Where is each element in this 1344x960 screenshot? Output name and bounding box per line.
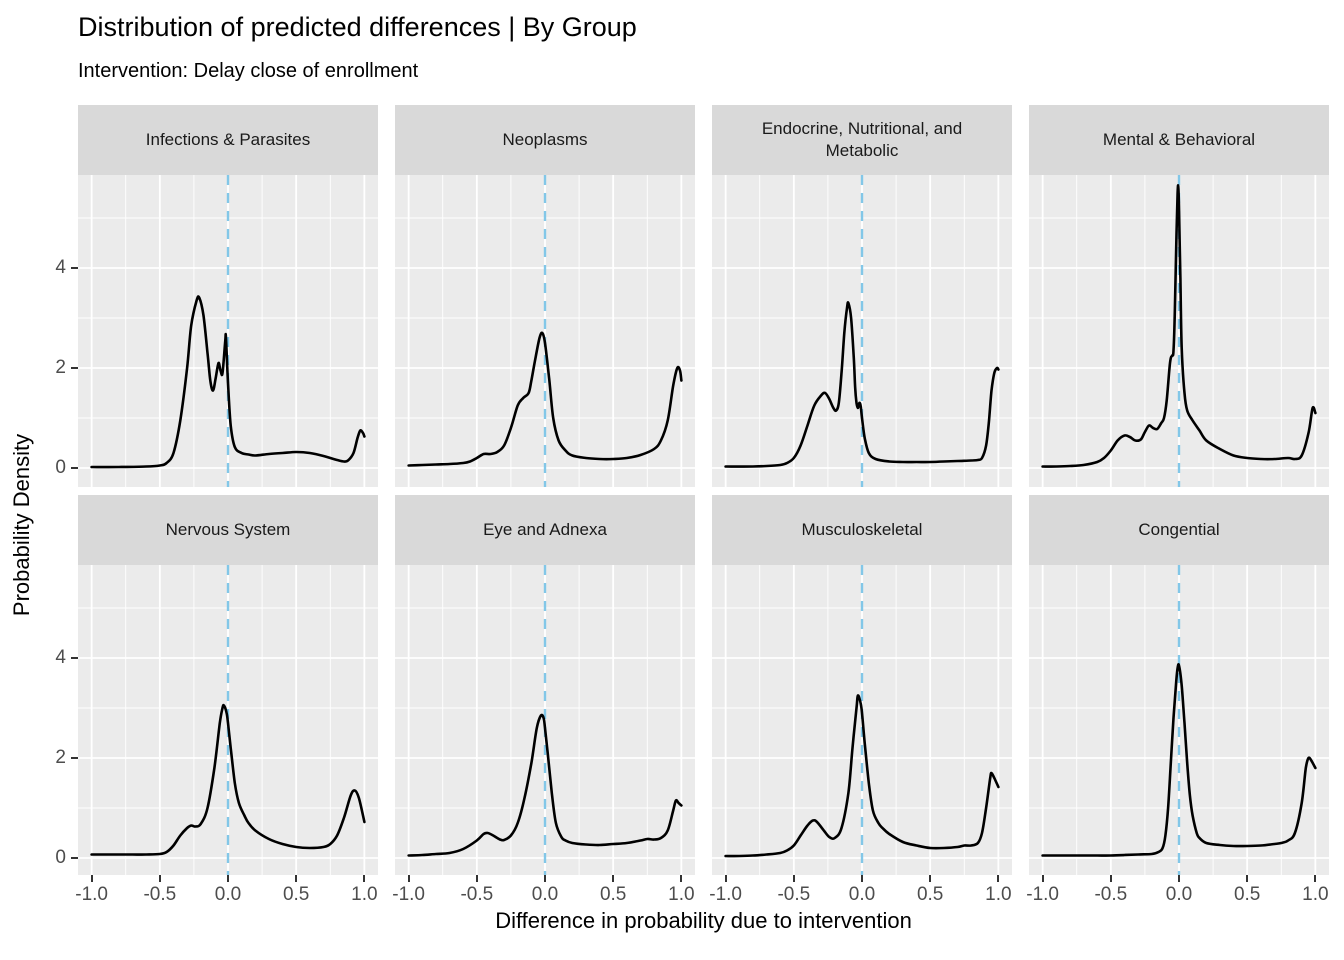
y-tick-label: 2 [55, 747, 66, 768]
x-tick-label: -1.0 [392, 884, 425, 905]
y-axis-tick [71, 657, 78, 659]
x-axis-tick [997, 875, 1000, 882]
chart-subtitle: Intervention: Delay close of enrollment [78, 60, 419, 82]
chart-title: Distribution of predicted differences | … [78, 12, 637, 42]
facet-panel [712, 565, 1012, 875]
facet-panel [1029, 175, 1329, 487]
x-axis-tick [158, 875, 161, 882]
x-tick-label: 1.0 [985, 884, 1012, 905]
facet-cell: Mental & Behavioral [1029, 105, 1329, 487]
facet-strip: Eye and Adnexa [395, 495, 695, 565]
x-axis-tick [295, 875, 298, 882]
y-axis-tick [71, 367, 78, 369]
facet-panel [395, 565, 695, 875]
y-axis-tick [71, 857, 78, 859]
x-tick-label: 0.5 [1233, 884, 1261, 905]
density-curve [724, 694, 1000, 858]
density-curve [1041, 184, 1317, 468]
x-tick-label: 0.0 [848, 884, 876, 905]
facet-cell: Musculoskeletal [712, 495, 1012, 875]
y-tick-label: 4 [55, 647, 66, 668]
facet-cell: Congential [1029, 495, 1329, 875]
x-axis-tick [1109, 875, 1112, 882]
facet-panel [1029, 565, 1329, 875]
x-tick-label: -0.5 [143, 884, 177, 905]
facet-cell: Nervous System [78, 495, 378, 875]
y-axis-tick [71, 467, 78, 469]
density-curve [90, 703, 366, 856]
facet-panel [712, 175, 1012, 487]
x-tick-label: 0.5 [282, 884, 310, 905]
x-axis-tick [1178, 875, 1180, 882]
x-tick-label: 1.0 [1302, 884, 1329, 905]
x-tick-label: 1.0 [668, 884, 695, 905]
x-axis-tick [1314, 875, 1317, 882]
x-axis-tick [680, 875, 683, 882]
density-curve [407, 713, 683, 857]
facet-strip-label: Nervous System [165, 519, 291, 539]
x-axis-tick [792, 875, 795, 882]
x-tick-label: 0.5 [916, 884, 944, 905]
facet-strip: Neoplasms [395, 105, 695, 175]
facet-strip: Infections & Parasites [78, 105, 378, 175]
facet-strip: Musculoskeletal [712, 495, 1012, 565]
x-tick-label: 0.5 [599, 884, 627, 905]
x-axis-tick [1041, 875, 1044, 882]
facet-strip: Mental & Behavioral [1029, 105, 1329, 175]
x-axis-tick [929, 875, 932, 882]
y-tick-label: 0 [55, 457, 66, 478]
density-curve [724, 301, 1000, 468]
x-axis-tick [90, 875, 93, 882]
density-curve [1041, 663, 1317, 857]
facet-cell: Neoplasms [395, 105, 695, 487]
facet-panel [395, 175, 695, 487]
x-axis-tick [612, 875, 615, 882]
x-tick-label: -0.5 [1094, 884, 1128, 905]
x-axis-tick [861, 875, 863, 882]
x-axis-tick [363, 875, 366, 882]
x-axis-tick [1246, 875, 1249, 882]
facet-strip-label: Infections & Parasites [145, 129, 311, 149]
x-tick-label: 1.0 [351, 884, 378, 905]
facet-strip: Endocrine, Nutritional, and Metabolic [712, 105, 1012, 175]
x-axis-title: Difference in probability due to interve… [495, 908, 912, 933]
density-curve [90, 295, 366, 469]
facet-strip: Nervous System [78, 495, 378, 565]
y-axis-tick [71, 757, 78, 759]
facet-strip-label: Neoplasms [502, 129, 588, 149]
x-tick-label: -1.0 [1026, 884, 1059, 905]
facet-panel [78, 565, 378, 875]
facet-strip-label: Congential [1138, 519, 1220, 539]
facet-strip-label: Eye and Adnexa [483, 519, 607, 539]
facet-strip-label: Musculoskeletal [801, 519, 923, 539]
x-tick-label: -0.5 [460, 884, 494, 905]
x-axis-tick [544, 875, 546, 882]
facet-cell: Infections & Parasites [78, 105, 378, 487]
facet-panel [78, 175, 378, 487]
x-tick-label: -0.5 [777, 884, 811, 905]
facet-cell: Endocrine, Nutritional, and Metabolic [712, 105, 1012, 487]
x-tick-label: 0.0 [1165, 884, 1193, 905]
density-curve [407, 331, 683, 467]
x-tick-label: -1.0 [709, 884, 742, 905]
x-axis-tick [724, 875, 727, 882]
facet-strip: Congential [1029, 495, 1329, 565]
facet-cell: Eye and Adnexa [395, 495, 695, 875]
x-tick-label: -1.0 [75, 884, 108, 905]
x-tick-label: 0.0 [214, 884, 242, 905]
x-axis-tick [227, 875, 229, 882]
facet-strip-label: Mental & Behavioral [1102, 129, 1256, 149]
y-tick-label: 0 [55, 847, 66, 868]
x-axis-tick [475, 875, 478, 882]
facet-strip-label: Endocrine, Nutritional, and Metabolic [761, 118, 963, 160]
x-tick-label: 0.0 [531, 884, 559, 905]
y-axis-tick [71, 267, 78, 269]
x-axis-tick [407, 875, 410, 882]
y-tick-label: 2 [55, 357, 66, 378]
y-tick-label: 4 [55, 257, 66, 278]
